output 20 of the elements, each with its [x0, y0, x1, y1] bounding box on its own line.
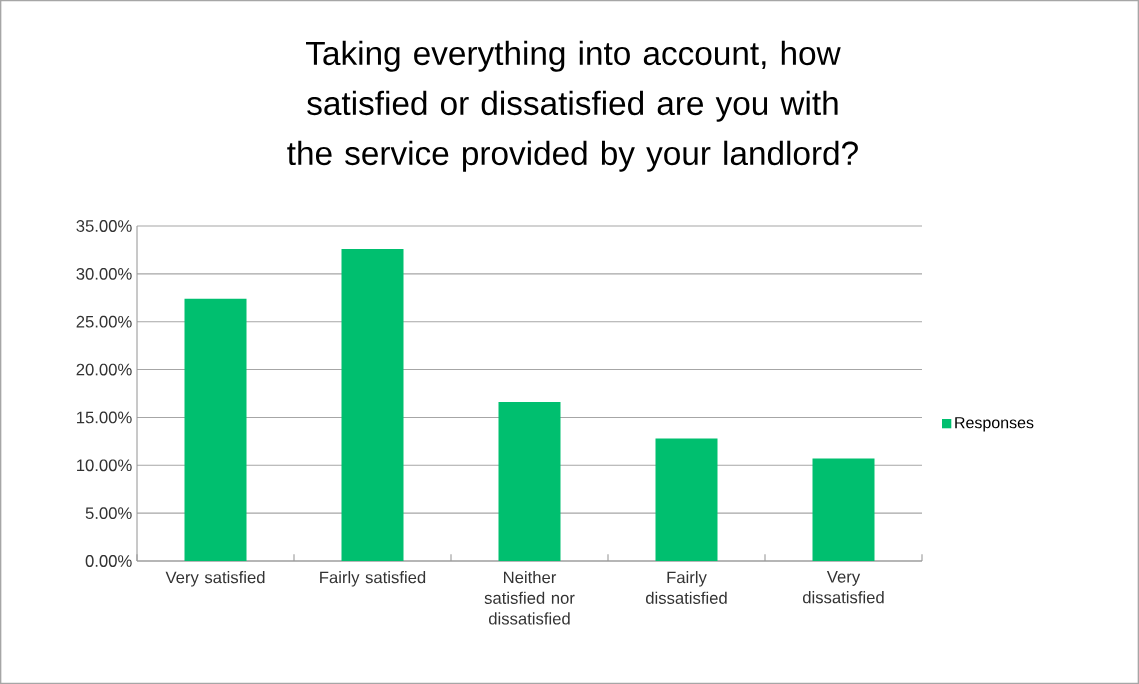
y-tick-label: 20.00% — [76, 363, 132, 376]
y-tick-label: 25.00% — [76, 315, 132, 328]
bar — [341, 248, 404, 561]
x-tick-label: Very dissatisfied — [802, 571, 884, 604]
bar — [812, 458, 875, 561]
bar — [655, 438, 718, 561]
x-tick-label: Fairly dissatisfied — [645, 571, 727, 604]
bar — [498, 402, 561, 561]
y-tick-label: 0.00% — [85, 555, 132, 567]
x-tick-label: Fairly satisfied — [320, 571, 426, 587]
legend-label: Responses — [955, 417, 1034, 432]
bar — [184, 298, 247, 561]
x-tick-label: Very satisfied — [165, 571, 265, 587]
y-tick-label: 30.00% — [76, 267, 132, 280]
x-tick-label: Neither satisfied nor dissatisfied — [484, 571, 575, 625]
y-tick-label: 5.00% — [85, 507, 132, 520]
chart-title: Taking everything into account, how satisfied or dissatisfied are you with the service provided by your landlord? — [287, 40, 858, 172]
y-tick-label: 10.00% — [77, 459, 132, 472]
y-tick-label: 35.00% — [76, 220, 132, 232]
y-tick-label: 15.00% — [77, 411, 132, 424]
